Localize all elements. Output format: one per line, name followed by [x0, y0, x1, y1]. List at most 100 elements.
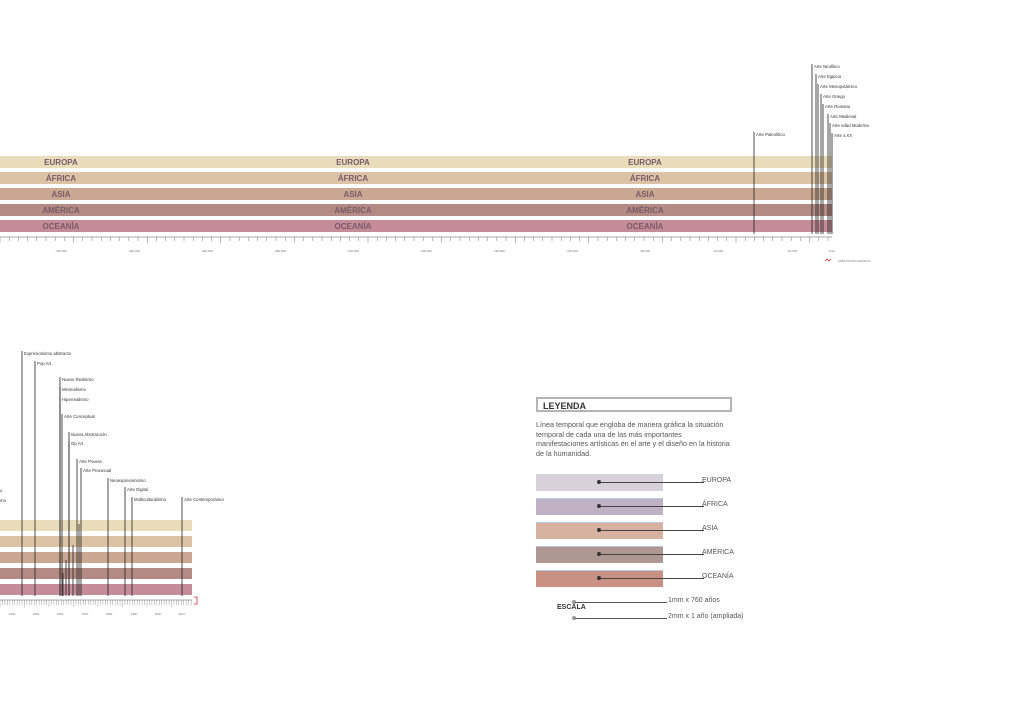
- band-label-oceania: OCEANÍA: [335, 222, 372, 231]
- band-label-oceania: OCEANÍA: [627, 222, 664, 231]
- scale-row-1: 1mm x 760 años: [572, 597, 772, 606]
- movement-label-neoexpresionismo: Neoexpresionismo: [110, 478, 146, 483]
- scale-line: [575, 618, 667, 619]
- movement-label-arte-contemporaneo: Arte Contemporáneo: [184, 497, 224, 502]
- bottom-tick-label: 1970: [82, 612, 89, 616]
- movement-label-pop-art: Pop Art: [37, 361, 52, 366]
- bottom-tick-label: 1940: [9, 612, 16, 616]
- legend-line: [600, 554, 704, 555]
- legend-dot: [597, 528, 601, 532]
- legend-description: Línea temporal que engloba de manera grá…: [536, 420, 730, 458]
- movement-label-arte-procesual: Arte Procesual: [83, 468, 111, 473]
- band-label-america: AMÉRICA: [42, 206, 80, 215]
- top-tick-label: -320.000: [201, 249, 213, 253]
- band-label-africa: ÁFRICA: [46, 174, 76, 183]
- movement-label-hiperrealismo: Hiperrealismo: [62, 397, 89, 402]
- movement-label-expresionismo-abstracto: Expresionismo abstracto: [24, 351, 72, 356]
- top-tick-label: -80.000: [640, 249, 651, 253]
- top-tick-label: -20.000: [787, 249, 798, 253]
- band-label-america: AMÉRICA: [626, 206, 664, 215]
- band-label-asia: ASIA: [343, 190, 362, 199]
- top-timeline-periods: Arte Paleolítico Arte Neolítico Arte Egipc…: [753, 64, 869, 234]
- legend-dot: [597, 504, 601, 508]
- legend-item-america: AMÉRICA: [536, 546, 756, 563]
- top-tick-label: -280.000: [274, 249, 286, 253]
- bottom-tick-label: 1960: [57, 612, 64, 616]
- movement-label-nueva-abstraccion: Nueva Abstracción: [71, 432, 107, 437]
- band-europa: [0, 156, 832, 168]
- bottom-band-asia: [0, 552, 192, 563]
- band-america: [0, 204, 832, 216]
- movement-label-nuevo-realismo: Nuevo Realismo: [62, 377, 94, 382]
- legend-item-europa: EUROPA: [536, 474, 756, 491]
- period-label-arte-mesopotamico: Arte Mesopotámico: [820, 84, 858, 89]
- legend-line: [600, 482, 704, 483]
- bottom-timeline-movements: Expresionismo abstracto Pop Art Nuevo Real…: [0, 351, 224, 596]
- bottom-band-africa: [0, 536, 192, 547]
- movement-label-minimalismo: Minimalismo: [62, 387, 86, 392]
- band-label-europa: EUROPA: [628, 158, 662, 167]
- band-label-africa: ÁFRICA: [630, 174, 660, 183]
- bottom-tick-label: 1990: [131, 612, 138, 616]
- band-label-asia: ASIA: [635, 190, 654, 199]
- top-tick-label: -200.000: [420, 249, 432, 253]
- band-africa: [0, 172, 832, 184]
- top-tick-label: -160.000: [493, 249, 505, 253]
- legend-dot: [597, 576, 601, 580]
- band-label-europa: EUROPA: [336, 158, 370, 167]
- legend-dot: [597, 552, 601, 556]
- scale-text-1: 1mm x 760 años: [668, 597, 720, 604]
- legend-line: [600, 578, 704, 579]
- period-label-arte-egipcio: Arte Egipcio: [818, 74, 842, 79]
- period-label-arte-medieval: Arte Medieval: [830, 114, 856, 119]
- bottom-tick-label: 1980: [106, 612, 113, 616]
- top-timeline-axis: -400.000 -360.000 -320.000 -280.000 -240.000…: [0, 236, 871, 263]
- legend-label: ASIA: [702, 525, 718, 532]
- bottom-timeline-bands: [0, 520, 192, 595]
- band-label-oceania: OCEANÍA: [43, 222, 80, 231]
- scale-title: ESCALA: [557, 604, 586, 611]
- bottom-band-europa: [0, 520, 192, 531]
- legend-line: [600, 530, 704, 531]
- legend-line: [600, 506, 704, 507]
- period-label-arte-romano: Arte Romano: [825, 104, 851, 109]
- legend-label: EUROPA: [702, 477, 732, 484]
- period-label-arte-neolitico: Arte Neolítico: [814, 64, 840, 69]
- ampliation-label: AMPLIACIÓN GRÁFICA: [838, 258, 871, 263]
- scale-dot: [572, 616, 576, 620]
- legend: LEYENDA Línea temporal que engloba de ma…: [536, 397, 776, 620]
- bottom-band-america: [0, 568, 192, 579]
- top-timeline-bands: EUROPA EUROPA EUROPA ÁFRICA ÁFRICA ÁFRICA ASIA…: [0, 156, 832, 232]
- top-tick-label: -40.000: [713, 249, 724, 253]
- movement-label-op-art: Op Art: [71, 441, 84, 446]
- legend-label: AMÉRICA: [702, 549, 734, 556]
- band-label-europa: EUROPA: [44, 158, 78, 167]
- bottom-band-oceania: [0, 584, 192, 595]
- top-axis-end-label: Días: [829, 249, 836, 253]
- band-label-america: AMÉRICA: [334, 206, 372, 215]
- legend-item-africa: ÁFRICA: [536, 498, 756, 515]
- legend-item-oceania: OCEANÍA: [536, 570, 756, 587]
- scale-dot: [572, 600, 576, 604]
- scale-text-2: 2mm x 1 año (ampliada): [668, 613, 744, 620]
- top-tick-label: -400.000: [55, 249, 67, 253]
- band-oceania: [0, 220, 832, 232]
- movement-label-arte-digital: Arte Digital: [127, 487, 148, 492]
- period-label-arte-paleolitico: Arte Paleolítico: [756, 132, 786, 137]
- cut-off-label: mo: [0, 498, 7, 503]
- legend-label: ÁFRICA: [702, 501, 728, 508]
- period-label-arte-s-xx: Arte s.XX: [834, 133, 852, 138]
- legend-title: LEYENDA: [536, 397, 732, 412]
- top-tick-label: -120.000: [566, 249, 578, 253]
- movement-label-multiculturalismo: Multiculturalismo: [134, 497, 167, 502]
- bottom-tick-label: 2010: [179, 612, 186, 616]
- ampliation-mark: [824, 258, 832, 262]
- legend-label: OCEANÍA: [702, 573, 734, 580]
- legend-dot: [597, 480, 601, 484]
- legend-item-asia: ASIA: [536, 522, 756, 539]
- bottom-ampliation-bracket: [194, 596, 198, 605]
- band-label-africa: ÁFRICA: [338, 174, 368, 183]
- top-tick-label: -360.000: [128, 249, 140, 253]
- movement-label-arte-povera: Arte Povera: [79, 459, 102, 464]
